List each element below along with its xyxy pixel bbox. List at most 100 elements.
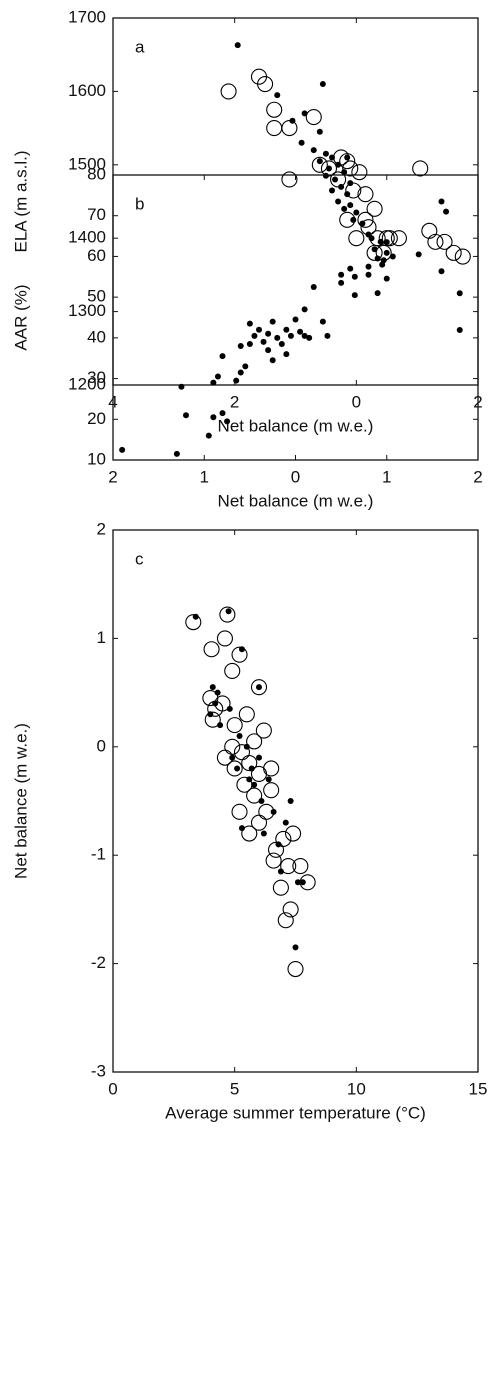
dot-point: [192, 613, 199, 620]
y-tick-label: 1400: [68, 228, 106, 247]
open-circle-point: [282, 901, 299, 918]
dot-point: [351, 273, 358, 280]
x-tick-label: 1: [200, 467, 209, 486]
dot-point: [306, 334, 313, 341]
dot-point: [246, 340, 253, 347]
open-circle-point: [357, 186, 374, 203]
dot-point: [335, 198, 342, 205]
dot-point: [251, 781, 258, 788]
open-circle-point: [255, 722, 272, 739]
open-circle-point: [357, 211, 374, 228]
open-circle-point: [246, 787, 263, 804]
panel-letter: c: [135, 549, 144, 568]
dot-point: [225, 608, 232, 615]
dot-point: [319, 318, 326, 325]
dot-point: [219, 353, 226, 360]
x-axis-label: Average summer temperature (°C): [165, 1103, 426, 1122]
open-circle-point: [348, 230, 365, 247]
y-tick-label: 30: [87, 368, 106, 387]
dot-point: [319, 81, 326, 88]
dot-point: [287, 332, 294, 339]
dot-point: [347, 265, 354, 272]
dot-point: [456, 290, 463, 297]
dot-point: [383, 275, 390, 282]
panel-letter: b: [135, 194, 144, 213]
dot-point: [365, 271, 372, 278]
open-circle-point: [266, 101, 283, 118]
open-circle-point: [436, 233, 453, 250]
dot-point: [265, 330, 272, 337]
dot-point: [265, 776, 272, 783]
y-axis-label: ELA (m a.s.l.): [11, 150, 30, 252]
dot-point: [443, 208, 450, 215]
dot-point: [209, 684, 216, 691]
dot-point: [224, 418, 231, 425]
dot-point: [260, 830, 267, 837]
x-axis-label: Net balance (m w.e.): [218, 491, 374, 510]
dot-point: [183, 412, 189, 419]
dot-point: [236, 732, 243, 739]
dot-point: [294, 879, 301, 886]
dot-point: [237, 369, 244, 376]
y-tick-label: 1500: [68, 154, 106, 173]
open-circle-point: [266, 120, 283, 137]
y-tick-label: 1300: [68, 301, 106, 320]
dot-point: [322, 150, 329, 157]
dot-point: [219, 410, 226, 417]
open-circle-point: [272, 879, 289, 896]
dot-point: [332, 176, 339, 183]
open-circle-point: [224, 662, 241, 679]
y-tick-label: 1200: [68, 374, 106, 393]
open-circle-point: [203, 641, 220, 658]
open-circle-point: [351, 164, 368, 181]
open-circle-point: [287, 960, 304, 978]
dot-point: [269, 357, 276, 364]
open-circle-point: [342, 160, 359, 177]
open-circle-point: [216, 630, 233, 647]
dot-point: [383, 239, 390, 246]
open-circle-point: [281, 171, 298, 188]
dot-point: [237, 343, 244, 349]
y-tick-label: 20: [87, 409, 106, 428]
open-circle-point: [292, 857, 309, 875]
open-circle-point: [454, 248, 471, 265]
dot-point: [260, 338, 267, 345]
dot-point: [277, 868, 284, 875]
dot-point: [338, 271, 345, 278]
dot-point: [256, 684, 262, 691]
plot-frame: [112, 529, 479, 1073]
x-tick-label: 2: [473, 467, 482, 486]
open-circle-point: [219, 606, 236, 623]
dot-point: [238, 646, 245, 653]
dot-point: [178, 383, 185, 390]
dot-point: [119, 446, 126, 453]
open-circle-point: [285, 825, 302, 842]
x-tick-label: 0: [352, 392, 361, 411]
open-circle-point: [204, 711, 221, 728]
dot-point: [351, 292, 358, 299]
y-tick-label: 80: [87, 164, 106, 183]
dot-point: [299, 879, 306, 886]
dot-point: [365, 263, 372, 270]
y-tick-label: -1: [91, 845, 106, 864]
open-circle-point: [277, 912, 294, 929]
dot-point: [292, 944, 299, 951]
x-tick-label: 10: [347, 1079, 366, 1098]
open-circle-point: [246, 733, 263, 750]
dot-point: [258, 798, 265, 804]
open-circle-point: [281, 120, 298, 137]
dot-point: [238, 825, 245, 832]
open-circle-point: [231, 646, 248, 663]
y-tick-label: 60: [87, 246, 106, 265]
open-circle-point: [381, 230, 398, 247]
dot-point: [283, 326, 290, 333]
dot-point: [329, 187, 335, 194]
dot-point: [256, 326, 262, 333]
dot-point: [415, 251, 422, 258]
dot-point: [350, 216, 357, 223]
x-tick-label: 15: [469, 1079, 488, 1098]
y-tick-label: 2: [97, 519, 106, 538]
dot-point: [338, 279, 345, 286]
dot-point: [278, 340, 285, 347]
open-circle-point: [250, 814, 268, 831]
